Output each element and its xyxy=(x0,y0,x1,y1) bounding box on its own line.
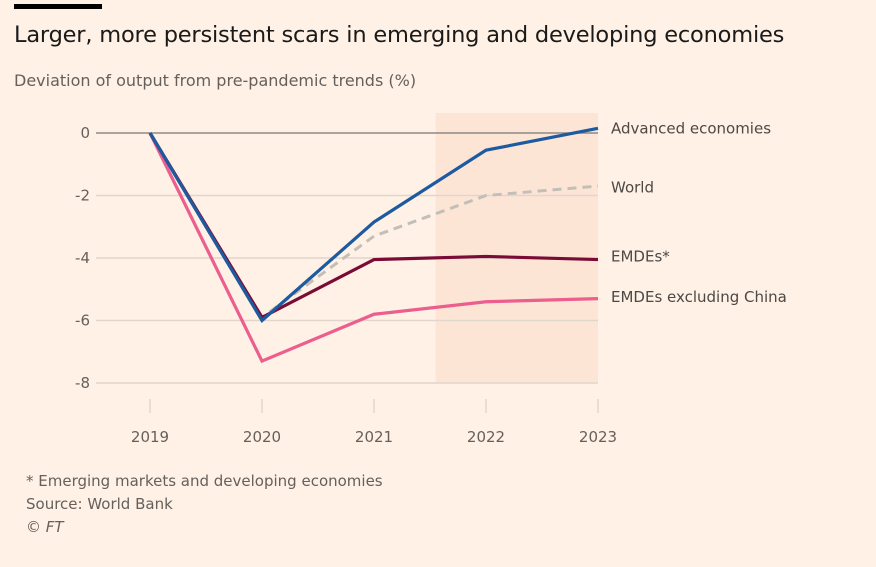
y-tick-label: -2 xyxy=(75,187,90,205)
series-label: EMDEs excluding China xyxy=(611,288,787,306)
series-line-emdes-excluding-china xyxy=(148,132,599,364)
brand-bar xyxy=(14,4,102,9)
copyright: © FT xyxy=(26,518,64,536)
footnote: * Emerging markets and developing econom… xyxy=(26,472,383,490)
series-label: EMDEs* xyxy=(611,247,670,265)
series-line-advanced-economies xyxy=(148,126,599,323)
y-tick-label: 0 xyxy=(80,124,90,142)
x-tick-label: 2022 xyxy=(467,428,505,446)
y-tick-label: -8 xyxy=(75,374,90,392)
series-label: World xyxy=(611,179,654,197)
x-tick-label: 2021 xyxy=(355,428,393,446)
chart-title: Larger, more persistent scars in emergin… xyxy=(14,22,785,48)
y-tick-label: -6 xyxy=(75,312,90,330)
x-tick-label: 2019 xyxy=(131,428,169,446)
source: Source: World Bank xyxy=(26,495,173,513)
forecast-shade xyxy=(435,113,598,383)
x-tick-label: 2023 xyxy=(579,428,617,446)
series-label: Advanced economies xyxy=(611,119,771,137)
chart-subtitle: Deviation of output from pre-pandemic tr… xyxy=(14,71,417,90)
x-tick-label: 2020 xyxy=(243,428,281,446)
y-tick-label: -4 xyxy=(75,249,90,267)
